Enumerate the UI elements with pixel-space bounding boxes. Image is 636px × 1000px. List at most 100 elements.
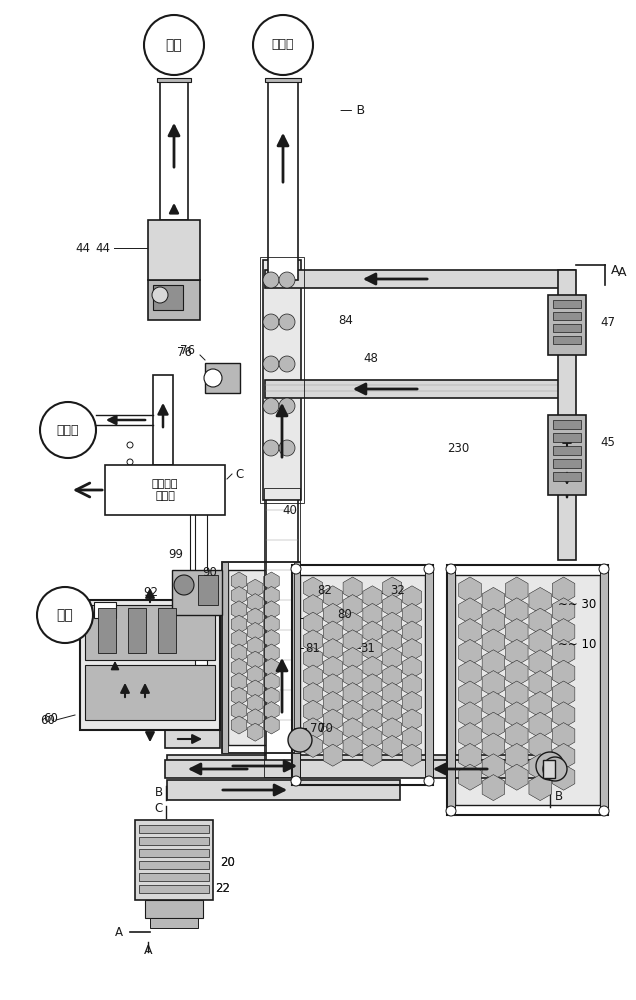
Circle shape xyxy=(152,287,168,303)
Polygon shape xyxy=(247,680,263,698)
Polygon shape xyxy=(383,630,402,652)
Polygon shape xyxy=(506,764,528,790)
Polygon shape xyxy=(323,691,342,713)
Polygon shape xyxy=(529,650,551,676)
Text: 45: 45 xyxy=(600,436,615,448)
Polygon shape xyxy=(363,586,382,608)
Polygon shape xyxy=(363,621,382,643)
Bar xyxy=(80,600,220,730)
Bar xyxy=(260,257,304,503)
Text: 20: 20 xyxy=(220,856,235,868)
Circle shape xyxy=(599,806,609,816)
Polygon shape xyxy=(247,723,263,741)
Polygon shape xyxy=(263,630,279,648)
Polygon shape xyxy=(247,637,263,655)
Polygon shape xyxy=(383,735,402,757)
Polygon shape xyxy=(482,629,504,655)
Polygon shape xyxy=(323,656,342,678)
Polygon shape xyxy=(403,727,422,749)
Polygon shape xyxy=(363,691,382,713)
Circle shape xyxy=(263,272,279,288)
Bar xyxy=(139,849,209,857)
Text: B: B xyxy=(555,790,563,804)
Text: 骨材: 骨材 xyxy=(165,38,183,52)
Text: A: A xyxy=(115,926,123,938)
Bar xyxy=(553,433,581,442)
Circle shape xyxy=(279,398,295,414)
Polygon shape xyxy=(232,673,247,691)
Polygon shape xyxy=(383,683,402,705)
Bar xyxy=(157,78,191,82)
Polygon shape xyxy=(343,718,362,740)
Circle shape xyxy=(174,575,194,595)
Polygon shape xyxy=(232,716,247,734)
Bar xyxy=(268,80,298,280)
Text: 99: 99 xyxy=(168,548,183,562)
Circle shape xyxy=(263,356,279,372)
Circle shape xyxy=(263,314,279,330)
Polygon shape xyxy=(247,579,263,597)
Bar xyxy=(447,565,608,815)
Bar xyxy=(425,565,433,785)
Circle shape xyxy=(263,440,279,456)
Bar xyxy=(160,80,188,220)
Polygon shape xyxy=(459,639,481,665)
Circle shape xyxy=(279,440,295,456)
Text: 47: 47 xyxy=(600,316,615,330)
Polygon shape xyxy=(303,647,322,669)
Polygon shape xyxy=(232,658,247,676)
Text: 76: 76 xyxy=(177,347,192,360)
Text: 82: 82 xyxy=(317,584,332,596)
Circle shape xyxy=(263,398,279,414)
Polygon shape xyxy=(482,775,504,801)
Polygon shape xyxy=(343,612,362,634)
Polygon shape xyxy=(403,603,422,625)
Circle shape xyxy=(144,15,204,75)
Circle shape xyxy=(279,356,295,372)
Circle shape xyxy=(40,402,96,458)
Bar xyxy=(265,270,575,288)
Bar xyxy=(266,490,298,775)
Polygon shape xyxy=(303,700,322,722)
Circle shape xyxy=(446,564,456,574)
Bar xyxy=(85,605,215,660)
Polygon shape xyxy=(482,587,504,613)
Bar xyxy=(94,602,116,618)
Polygon shape xyxy=(403,674,422,696)
Polygon shape xyxy=(247,666,263,684)
Bar xyxy=(195,475,207,665)
Bar xyxy=(553,420,581,429)
Polygon shape xyxy=(403,709,422,731)
Circle shape xyxy=(536,752,564,780)
Polygon shape xyxy=(343,735,362,757)
Polygon shape xyxy=(529,587,551,613)
Text: 44: 44 xyxy=(75,241,90,254)
Circle shape xyxy=(127,475,133,481)
Polygon shape xyxy=(232,615,247,633)
Bar xyxy=(145,900,203,918)
Polygon shape xyxy=(383,647,402,669)
Polygon shape xyxy=(529,775,551,801)
Bar xyxy=(190,490,205,570)
Circle shape xyxy=(37,587,93,643)
Bar xyxy=(139,885,209,893)
Polygon shape xyxy=(343,700,362,722)
Polygon shape xyxy=(263,572,279,590)
Circle shape xyxy=(204,369,222,387)
Text: ∼∼ 30: ∼∼ 30 xyxy=(558,598,597,611)
Polygon shape xyxy=(506,639,528,665)
Text: 20: 20 xyxy=(220,856,235,868)
Bar xyxy=(292,565,433,785)
Bar xyxy=(153,375,173,465)
Polygon shape xyxy=(247,608,263,626)
Bar xyxy=(548,295,586,355)
Text: 70: 70 xyxy=(310,722,325,734)
Polygon shape xyxy=(303,630,322,652)
Polygon shape xyxy=(343,630,362,652)
Bar xyxy=(165,760,560,778)
Polygon shape xyxy=(482,671,504,697)
Polygon shape xyxy=(506,577,528,603)
Polygon shape xyxy=(263,601,279,619)
Polygon shape xyxy=(506,723,528,749)
Bar xyxy=(135,820,213,900)
